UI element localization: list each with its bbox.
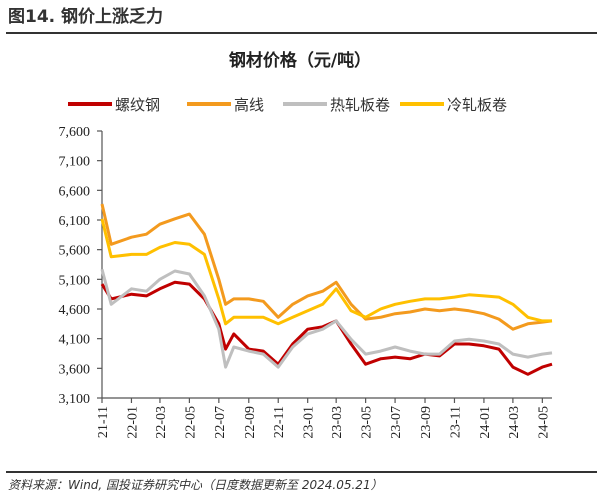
x-tick-label: 22-11 — [272, 406, 287, 438]
y-tick-label: 4,600 — [59, 303, 91, 318]
y-axis: 3,100 3,600 4,100 4,600 5,100 5,600 6,100 6,600… — [59, 125, 103, 407]
x-tick-label: 23-01 — [302, 406, 317, 439]
plot-lines — [100, 203, 553, 376]
legend-item: 热轧板卷 — [283, 96, 390, 114]
legend-label: 螺纹钢 — [115, 96, 160, 114]
legend-label: 高线 — [234, 96, 264, 114]
x-tick-label: 22-01 — [125, 406, 140, 439]
x-tick-label: 22-07 — [213, 406, 228, 439]
x-tick-label: 23-03 — [330, 406, 345, 439]
x-tick-label: 23-11 — [448, 406, 463, 438]
x-tick-label: 22-05 — [183, 406, 198, 439]
legend-label: 热轧板卷 — [330, 96, 390, 114]
y-tick-label: 6,100 — [59, 214, 91, 229]
series-line-3 — [100, 268, 553, 369]
x-axis: 21-11 22-01 22-03 22-05 22-07 22-09 22-11 23-01… — [96, 397, 552, 439]
x-tick-label: 24-05 — [536, 406, 551, 439]
legend: 螺纹钢 高线 热轧板卷 冷轧板卷 — [68, 96, 507, 114]
x-tick-label: 22-03 — [154, 406, 169, 439]
chart-title: 钢材价格（元/吨） — [229, 50, 371, 71]
legend-label: 冷轧板卷 — [447, 96, 507, 114]
x-tick-label: 23-05 — [360, 406, 375, 439]
y-tick-label: 3,600 — [59, 362, 91, 377]
x-tick-label: 23-07 — [389, 406, 404, 439]
figure-title: 图14. 钢价上涨乏力 — [8, 6, 163, 27]
y-tick-label: 5,600 — [59, 244, 91, 259]
source-note: 资料来源：Wind, 国投证券研究中心（日度数据更新至 2024.05.21） — [8, 478, 383, 492]
series-line-4 — [100, 218, 552, 326]
legend-item: 螺纹钢 — [68, 96, 160, 114]
y-tick-label: 4,100 — [59, 333, 91, 348]
y-tick-label: 7,100 — [59, 155, 91, 170]
x-tick-label: 21-11 — [96, 406, 111, 438]
legend-item: 高线 — [187, 96, 264, 114]
y-tick-label: 7,600 — [59, 125, 91, 140]
y-tick-label: 5,100 — [59, 273, 91, 288]
y-tick-label: 3,100 — [59, 392, 91, 407]
y-tick-label: 6,600 — [59, 184, 91, 199]
series-line-1 — [100, 280, 553, 376]
legend-item: 冷轧板卷 — [400, 96, 507, 114]
x-tick-label: 23-09 — [419, 406, 434, 439]
series-line-2 — [100, 203, 553, 331]
x-tick-label: 22-09 — [243, 406, 258, 439]
x-tick-label: 24-03 — [507, 406, 522, 439]
x-tick-label: 24-01 — [478, 406, 493, 439]
